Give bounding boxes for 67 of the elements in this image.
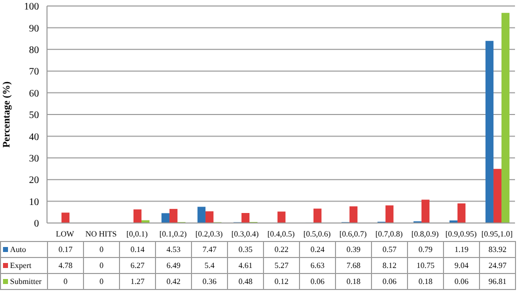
data-label: 6.27 [120, 258, 156, 274]
y-tick-label: 70 [29, 66, 39, 78]
data-label: 5.27 [264, 258, 300, 274]
data-label: 0 [84, 242, 120, 258]
data-label: 0.35 [228, 242, 264, 258]
legend-label: Submitter [1, 274, 48, 290]
data-label: 4.78 [48, 258, 84, 274]
data-label: 0.24 [300, 242, 336, 258]
data-label: 0 [48, 274, 84, 290]
x-tick-label: [0.3,0.4) [231, 230, 259, 239]
data-label: 0.18 [408, 274, 444, 290]
x-tick-label: [0.4,0.5) [267, 230, 295, 239]
data-label: 0.12 [264, 274, 300, 290]
data-label: 0.06 [444, 274, 480, 290]
data-label: 4.61 [228, 258, 264, 274]
y-tick-label: 0 [34, 218, 39, 230]
data-label: 1.27 [120, 274, 156, 290]
data-label: 96.81 [480, 274, 516, 290]
data-label: 0.79 [408, 242, 444, 258]
data-label: 0.14 [120, 242, 156, 258]
data-label: 0.06 [300, 274, 336, 290]
x-tick-label: [0.1,0.2) [159, 230, 187, 239]
x-tick-label: [0.5,0.6) [303, 230, 331, 239]
x-tick-label: LOW [56, 230, 75, 239]
x-tick-label: [0.7,0.8) [375, 230, 403, 239]
data-label: 8.12 [372, 258, 408, 274]
y-tick-label: 30 [29, 153, 39, 164]
data-label: 0 [84, 274, 120, 290]
data-label: 6.63 [300, 258, 336, 274]
x-tick-label: [0.6,0.7) [339, 230, 367, 239]
y-tick-label: 80 [29, 44, 39, 56]
x-tick-label: [0.2,0.3) [195, 230, 223, 239]
data-label: 0.57 [372, 242, 408, 258]
data-label: 9.04 [444, 258, 480, 274]
legend-label: Expert [1, 258, 48, 274]
data-label: 0.48 [228, 274, 264, 290]
data-label: 0.22 [264, 242, 300, 258]
x-tick-label: [0.95,1.0] [481, 230, 513, 239]
y-tick-label: 20 [29, 175, 39, 186]
data-label: 0 [84, 258, 120, 274]
y-tick-label: 40 [29, 132, 39, 143]
data-label: 83.92 [480, 242, 516, 258]
y-tick-label: 50 [29, 110, 39, 122]
data-label: 0.17 [48, 242, 84, 258]
data-label: 24.97 [480, 258, 516, 274]
data-label: 0.39 [336, 242, 372, 258]
data-label: 0.42 [156, 274, 192, 290]
y-axis-title: Percentage (%) [2, 81, 13, 148]
y-tick-label: 60 [29, 88, 39, 100]
data-label: 0.18 [336, 274, 372, 290]
x-tick-label: [0,0.1) [126, 230, 148, 239]
y-tick-label: 90 [29, 23, 39, 34]
data-label: 10.75 [408, 258, 444, 274]
legend-label: Auto [1, 242, 48, 258]
data-label: 7.47 [192, 242, 228, 258]
data-label: 0.06 [372, 274, 408, 290]
data-label: 0.36 [192, 274, 228, 290]
data-label: 1.19 [444, 242, 480, 258]
y-tick-label: 10 [29, 196, 39, 208]
x-tick-label: [0.8,0.9) [411, 230, 439, 239]
data-label: 6.49 [156, 258, 192, 274]
x-tick-label: NO HITS [85, 230, 117, 239]
data-label: 7.68 [336, 258, 372, 274]
data-label: 4.53 [156, 242, 192, 258]
y-tick-label: 100 [24, 2, 39, 13]
x-tick-label: [0.9,0.95) [445, 230, 477, 239]
data-label: 5.4 [192, 258, 228, 274]
